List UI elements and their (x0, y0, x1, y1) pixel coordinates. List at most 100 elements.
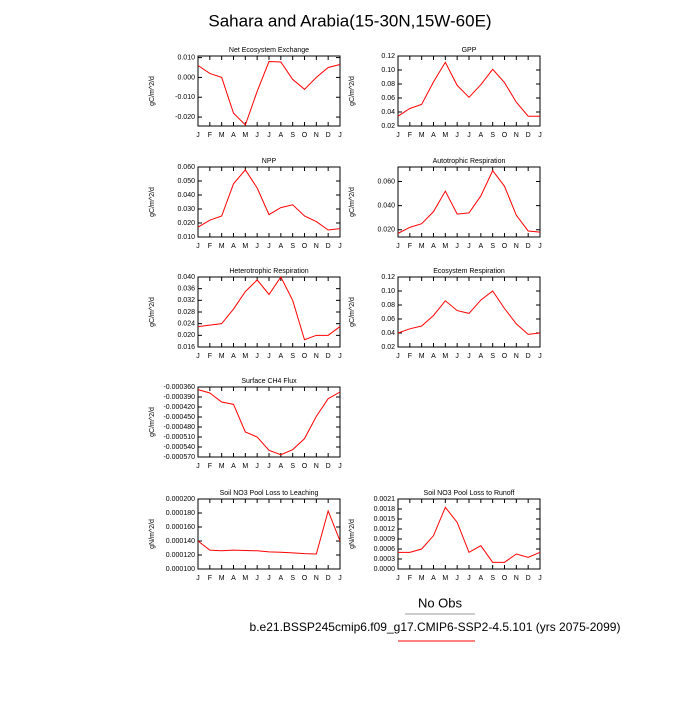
y-tick-label: -0.000510 (163, 434, 195, 441)
y-tick-label: 0.000100 (166, 566, 195, 573)
y-tick-label: 0.0021 (374, 496, 396, 503)
x-tick-label: F (208, 132, 212, 139)
x-tick-label: A (278, 353, 283, 360)
x-tick-label: M (419, 243, 425, 250)
x-tick-label: F (208, 353, 212, 360)
x-tick-label: N (514, 575, 519, 582)
x-tick-label: F (408, 132, 412, 139)
y-tick-label: 0.050 (177, 178, 195, 185)
x-tick-label: J (455, 132, 459, 139)
plot-frame (397, 55, 541, 127)
x-tick-label: J (255, 243, 259, 250)
x-tick-label: J (196, 463, 200, 470)
x-tick-label: J (467, 353, 471, 360)
x-tick-label: J (455, 353, 459, 360)
data-line (197, 509, 341, 555)
figure-title: Sahara and Arabia(15-30N,15W-60E) (208, 11, 491, 30)
y-axis-label: gC/m^2/d (149, 297, 156, 327)
x-tick-label: D (526, 132, 531, 139)
y-axis-label: gC/m^2/d (149, 407, 156, 437)
y-tick-label: 0.028 (177, 309, 195, 316)
y-tick-label: 0.020 (177, 332, 195, 339)
plot-frame (197, 166, 341, 238)
data-line (398, 506, 541, 563)
x-tick-label: S (490, 575, 495, 582)
panel-title: Soil NO3 Pool Loss to Leaching (220, 490, 319, 497)
data-line (397, 290, 541, 335)
x-tick-label: J (538, 575, 542, 582)
y-tick-label: 0.0000 (374, 566, 396, 573)
x-tick-label: O (302, 353, 308, 360)
y-tick-label: 0.000 (177, 74, 195, 81)
x-tick-label: M (442, 353, 448, 360)
y-tick-label: 0.016 (177, 344, 195, 351)
x-tick-label: D (526, 575, 531, 582)
x-tick-label: D (526, 353, 531, 360)
y-tick-label: 0.04 (381, 109, 395, 116)
x-tick-label: A (231, 463, 236, 470)
y-tick-label: 0.0006 (374, 546, 396, 553)
y-tick-label: 0.000140 (166, 538, 195, 545)
y-tick-label: 0.02 (381, 123, 395, 130)
y-tick-label: -0.020 (175, 114, 195, 121)
panel-title: Heterotrophic Respiration (229, 268, 308, 275)
data-line (197, 168, 341, 231)
x-tick-label: D (326, 353, 331, 360)
y-tick-label: 0.040 (377, 202, 395, 209)
x-tick-label: J (396, 243, 400, 250)
y-tick-label: 0.08 (381, 302, 395, 309)
panel-title: GPP (462, 47, 477, 54)
x-tick-label: M (442, 575, 448, 582)
x-tick-label: J (196, 243, 200, 250)
y-tick-label: 0.0012 (374, 526, 396, 533)
plot-frame (197, 55, 341, 127)
y-tick-label: 0.010 (177, 54, 195, 61)
y-tick-label: 0.060 (177, 164, 195, 171)
x-tick-label: M (242, 243, 248, 250)
plot-frame (397, 166, 541, 238)
y-tick-label: 0.020 (177, 220, 195, 227)
y-tick-label: 0.000120 (166, 552, 195, 559)
x-tick-label: M (419, 132, 425, 139)
x-tick-label: J (267, 132, 271, 139)
x-tick-label: A (231, 243, 236, 250)
x-tick-label: J (196, 132, 200, 139)
x-tick-label: J (267, 353, 271, 360)
plot-frame (197, 386, 341, 458)
y-tick-label: 0.010 (177, 234, 195, 241)
x-tick-label: M (419, 353, 425, 360)
x-tick-label: M (242, 463, 248, 470)
x-tick-label: M (242, 575, 248, 582)
y-axis-label: gN/m^2/d (149, 519, 156, 549)
y-tick-label: 0.000200 (166, 496, 195, 503)
y-tick-label: -0.000420 (163, 404, 195, 411)
y-tick-label: 0.0009 (374, 536, 396, 543)
x-tick-label: F (208, 463, 212, 470)
x-tick-label: N (314, 575, 319, 582)
x-tick-label: M (219, 353, 225, 360)
x-tick-label: O (302, 575, 308, 582)
x-tick-label: A (278, 132, 283, 139)
y-tick-label: 0.000160 (166, 524, 195, 531)
panel-title: NPP (262, 158, 277, 165)
x-tick-label: J (255, 132, 259, 139)
y-tick-label: 0.000180 (166, 510, 195, 517)
x-tick-label: O (302, 132, 308, 139)
x-tick-label: J (338, 243, 342, 250)
x-tick-label: O (302, 243, 308, 250)
x-tick-label: M (219, 463, 225, 470)
plot-frame (197, 276, 341, 348)
x-tick-label: S (490, 243, 495, 250)
y-axis-label: gC/m^2/d (149, 187, 156, 217)
x-tick-label: N (514, 132, 519, 139)
x-tick-label: S (290, 575, 295, 582)
x-tick-label: N (514, 243, 519, 250)
y-tick-label: 0.024 (177, 321, 195, 328)
y-tick-label: 0.02 (381, 344, 395, 351)
x-tick-label: A (278, 243, 283, 250)
x-tick-label: S (490, 132, 495, 139)
x-tick-label: N (314, 463, 319, 470)
x-tick-label: O (502, 353, 508, 360)
y-tick-label: 0.0015 (374, 516, 396, 523)
